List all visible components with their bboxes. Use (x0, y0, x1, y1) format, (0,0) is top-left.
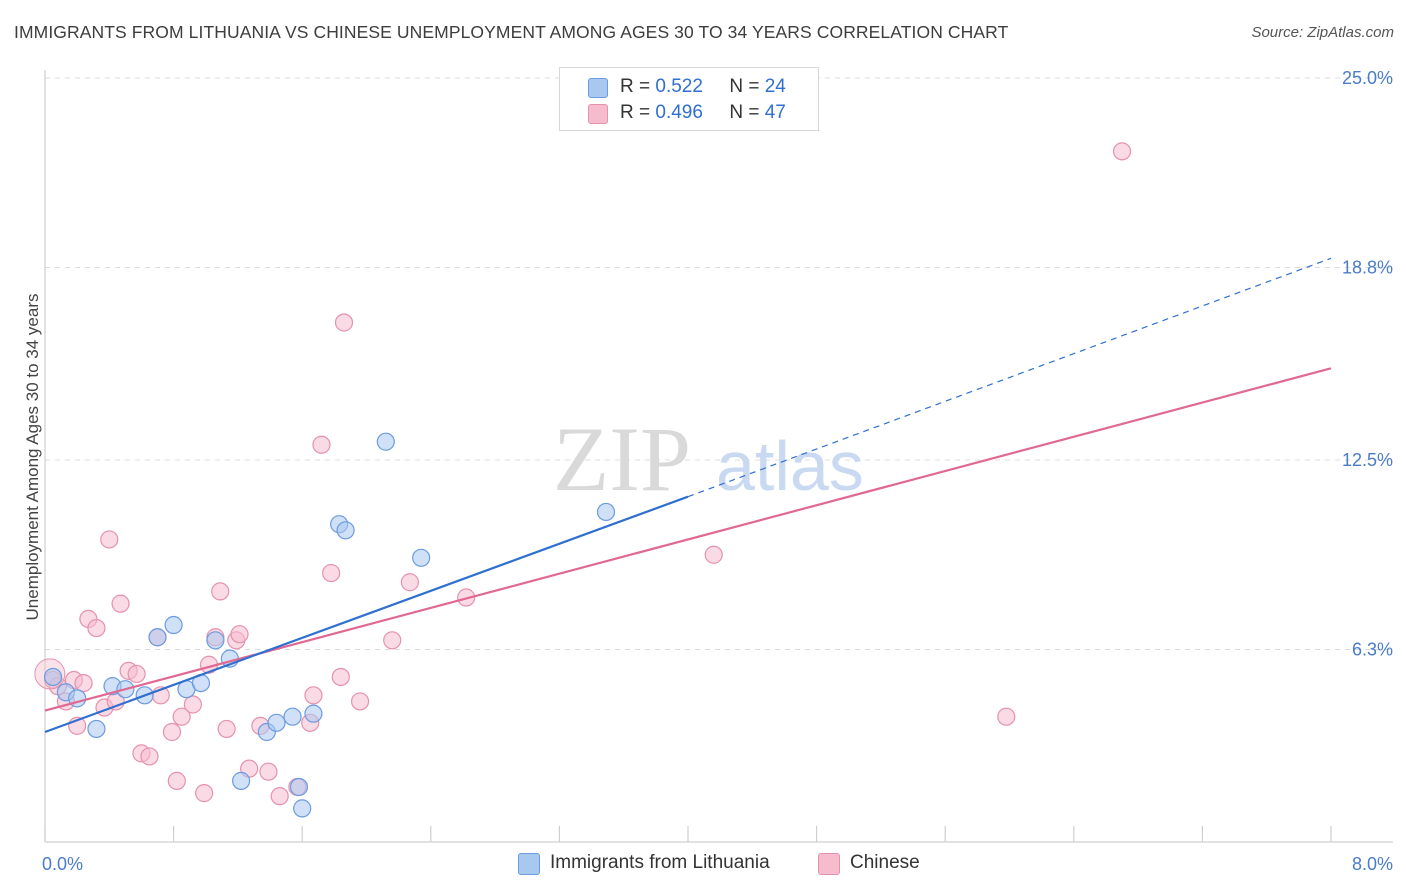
chinese-point (100, 530, 119, 549)
chinese-point (704, 545, 723, 564)
trend-lines (44, 257, 1332, 734)
lithuania-point (232, 771, 251, 790)
trend-line-lithuania-extension (687, 257, 1332, 498)
lithuania-point (289, 777, 309, 797)
lithuania-point (293, 799, 312, 818)
lithuania-point (148, 628, 167, 647)
bottom-legend-label-chinese: Chinese (850, 852, 920, 873)
trend-line-lithuania (44, 495, 689, 734)
lithuania-point (267, 713, 286, 732)
legend-n-label: N = (729, 102, 760, 123)
chart-title: IMMIGRANTS FROM LITHUANIA VS CHINESE UNE… (14, 22, 1009, 42)
chinese-point (87, 618, 106, 638)
chinese-point (259, 762, 278, 781)
chinese-point (997, 707, 1016, 726)
legend-swatch-lithuania (588, 78, 608, 98)
lithuania-point (283, 707, 302, 726)
chinese-point (1112, 142, 1132, 161)
chinese-point (127, 664, 146, 684)
chinese-point (217, 719, 236, 739)
chinese-point (350, 692, 370, 711)
y-tick-label: 18.8% (1342, 257, 1393, 277)
lithuania-point (336, 521, 355, 540)
chinese-point (270, 787, 289, 806)
chinese-point (172, 707, 191, 726)
correlation-legend: R = 0.522 N = 24 R = 0.496 N = 47 (559, 67, 819, 131)
bottom-legend-label-lithuania: Immigrants from Lithuania (550, 852, 770, 873)
lithuania-point (376, 432, 395, 451)
chinese-point (195, 784, 214, 803)
chinese-point (304, 686, 323, 705)
bottom-legend-swatch-lithuania (518, 853, 540, 875)
x-tick-labels: 0.0% 8.0% (42, 854, 1393, 874)
legend-n-value-lithuania: 24 (764, 76, 786, 97)
watermark-atlas: atlas (716, 427, 864, 505)
y-tick-label: 6.3% (1352, 639, 1393, 659)
legend-r-value-chinese: 0.496 (655, 102, 703, 123)
axes (44, 70, 1393, 843)
lithuania-point (596, 502, 616, 522)
chinese-point (322, 563, 341, 583)
lithuania-point (87, 719, 106, 739)
chinese-point (230, 625, 249, 644)
legend-n-label: N = (729, 76, 760, 97)
series-lithuania-points (43, 432, 616, 818)
y-tick-label: 25.0% (1342, 68, 1393, 88)
chinese-point (111, 594, 130, 613)
lithuania-point (164, 615, 183, 635)
lithuania-point (43, 667, 63, 687)
chinese-point (400, 573, 420, 592)
chinese-point (167, 771, 186, 790)
lithuania-point (206, 631, 225, 650)
source-credit: Source: ZipAtlas.com (1251, 24, 1394, 41)
chinese-point (74, 673, 93, 693)
chinese-point (383, 631, 402, 650)
watermark-zip: ZIP (553, 408, 691, 510)
y-tick-labels: 6.3% 12.5% 18.8% 25.0% (1342, 68, 1393, 659)
chinese-point (211, 582, 230, 601)
legend-r-label: R = (620, 102, 651, 123)
x-tick-label: 0.0% (42, 854, 83, 874)
legend-n-value-chinese: 47 (764, 102, 786, 123)
lithuania-point (304, 704, 323, 723)
y-axis-label: Unemployment Among Ages 30 to 34 years (23, 294, 42, 621)
bottom-legend-swatch-chinese (818, 853, 840, 875)
lithuania-point (412, 548, 431, 567)
legend-r-value-lithuania: 0.522 (655, 76, 703, 97)
watermark: ZIP atlas (553, 408, 864, 510)
grid-lines (45, 77, 1393, 650)
chinese-point (331, 667, 350, 687)
legend-swatch-chinese (588, 104, 608, 124)
x-tick-label: 8.0% (1352, 854, 1393, 874)
chinese-point (162, 722, 182, 742)
chinese-point (312, 435, 331, 454)
y-tick-label: 12.5% (1342, 450, 1393, 470)
chinese-point (140, 747, 159, 766)
chinese-point (334, 313, 354, 332)
chinese-point (183, 695, 202, 714)
legend-r-label: R = (620, 76, 651, 97)
